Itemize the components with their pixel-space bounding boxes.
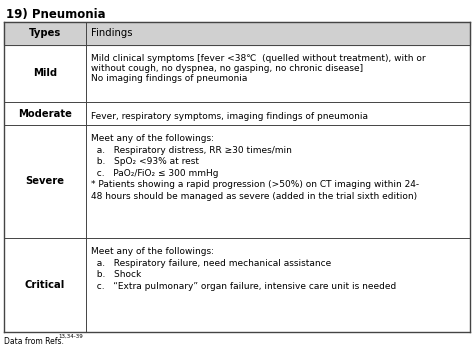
Text: Meet any of the followings:: Meet any of the followings: bbox=[91, 134, 214, 143]
Text: Critical: Critical bbox=[25, 280, 65, 290]
Text: Mild clinical symptoms [fever <38℃  (quelled without treatment), with or: Mild clinical symptoms [fever <38℃ (quel… bbox=[91, 54, 425, 63]
Text: a.   Respiratory failure, need mechanical assistance: a. Respiratory failure, need mechanical … bbox=[91, 259, 331, 268]
Text: Severe: Severe bbox=[25, 176, 64, 187]
Text: Data from Refs.: Data from Refs. bbox=[4, 337, 64, 346]
Text: Types: Types bbox=[28, 28, 61, 38]
Text: Meet any of the followings:: Meet any of the followings: bbox=[91, 247, 214, 256]
Text: c.   “Extra pulmonary” organ failure, intensive care unit is needed: c. “Extra pulmonary” organ failure, inte… bbox=[91, 282, 396, 291]
Text: 48 hours should be managed as severe (added in the trial sixth edition): 48 hours should be managed as severe (ad… bbox=[91, 192, 417, 201]
Text: Mild: Mild bbox=[33, 68, 57, 79]
Text: b.   Shock: b. Shock bbox=[91, 270, 141, 279]
Text: Fever, respiratory symptoms, imaging findings of pneumonia: Fever, respiratory symptoms, imaging fin… bbox=[91, 112, 367, 120]
Text: a.   Respiratory distress, RR ≥30 times/min: a. Respiratory distress, RR ≥30 times/mi… bbox=[91, 146, 292, 155]
Text: 19) Pneumonia: 19) Pneumonia bbox=[6, 8, 106, 21]
Text: without cough, no dyspnea, no gasping, no chronic disease]: without cough, no dyspnea, no gasping, n… bbox=[91, 64, 363, 73]
Bar bbox=[4, 22, 470, 45]
Text: * Patients showing a rapid progression (>50%) on CT imaging within 24-: * Patients showing a rapid progression (… bbox=[91, 181, 419, 189]
Text: c.   PaO₂/FiO₂ ≤ 300 mmHg: c. PaO₂/FiO₂ ≤ 300 mmHg bbox=[91, 169, 218, 178]
Text: b.   SpO₂ <93% at rest: b. SpO₂ <93% at rest bbox=[91, 157, 199, 166]
Text: No imaging findings of pneumonia: No imaging findings of pneumonia bbox=[91, 74, 247, 83]
Text: 13,34-39: 13,34-39 bbox=[58, 334, 83, 339]
Text: Moderate: Moderate bbox=[18, 109, 72, 119]
Text: Findings: Findings bbox=[91, 28, 132, 38]
